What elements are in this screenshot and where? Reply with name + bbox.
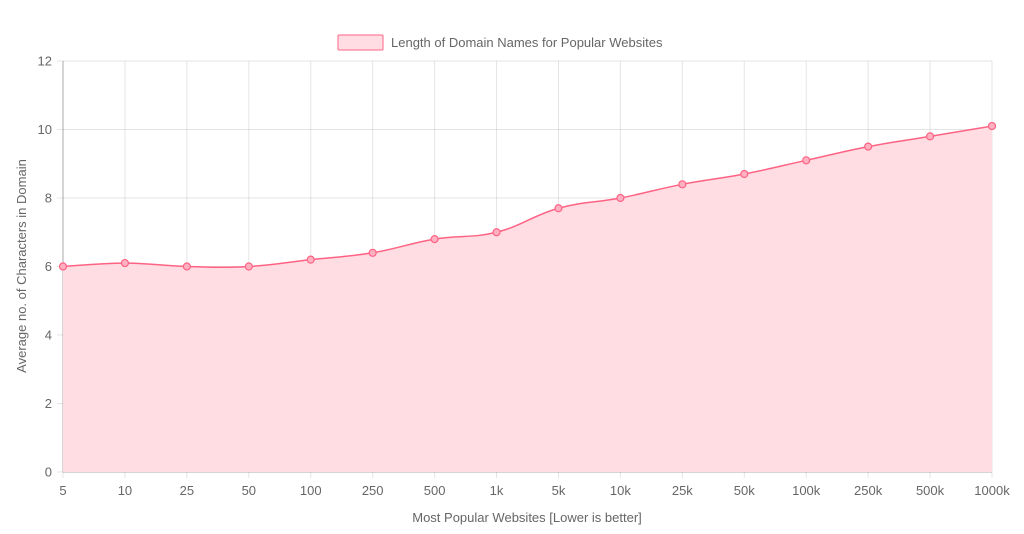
- x-tick-label: 1000k: [974, 483, 1010, 498]
- series-line: [62, 125, 993, 269]
- data-point[interactable]: [430, 235, 439, 244]
- x-tick-label: 250k: [854, 483, 883, 498]
- data-point[interactable]: [802, 156, 811, 165]
- legend-swatch: [337, 34, 384, 51]
- series-area-fill: [63, 126, 992, 472]
- x-tick-label: 10: [118, 483, 132, 498]
- y-axis-title: Average no. of Characters in Domain: [14, 159, 29, 373]
- y-tick-label: 4: [45, 328, 52, 343]
- data-point[interactable]: [987, 121, 997, 131]
- data-point[interactable]: [740, 169, 749, 179]
- x-tick-label: 1k: [490, 483, 504, 498]
- data-point[interactable]: [182, 262, 191, 271]
- data-point[interactable]: [616, 193, 625, 203]
- y-tick-label: 12: [38, 54, 52, 69]
- y-tick-label: 8: [45, 191, 52, 206]
- x-tick-label: 10k: [610, 483, 631, 498]
- legend-label: Length of Domain Names for Popular Websi…: [391, 35, 663, 50]
- data-point[interactable]: [554, 204, 563, 213]
- data-series: [62, 125, 993, 472]
- y-tick-label: 6: [45, 259, 52, 274]
- x-tick-label: 5: [59, 483, 66, 498]
- data-point[interactable]: [492, 228, 501, 237]
- data-point[interactable]: [368, 248, 377, 257]
- x-tick-label: 250: [362, 483, 384, 498]
- x-tick-label: 500k: [916, 483, 945, 498]
- data-point[interactable]: [678, 180, 687, 189]
- y-tick-label: 0: [45, 465, 52, 480]
- x-tick-label: 25: [180, 483, 194, 498]
- data-point[interactable]: [306, 255, 315, 264]
- x-tick-label: 500: [424, 483, 446, 498]
- x-axis-title: Most Popular Websites [Lower is better]: [412, 510, 642, 525]
- data-point[interactable]: [864, 142, 873, 151]
- x-tick-label: 100: [300, 483, 322, 498]
- tick-labels: 0 2 4 6 8 10 12 5 10 25 50 100 250 500 1k 5k 10k 25k 50k 10…: [38, 54, 1011, 499]
- x-tick-label: 50: [242, 483, 256, 498]
- y-tick-label: 2: [45, 396, 52, 411]
- data-point[interactable]: [120, 258, 130, 268]
- y-tick-label: 10: [38, 122, 52, 137]
- data-point[interactable]: [58, 262, 68, 271]
- data-point[interactable]: [244, 262, 253, 271]
- x-tick-label: 25k: [672, 483, 693, 498]
- data-point[interactable]: [925, 132, 935, 141]
- data-points: [58, 121, 997, 271]
- x-tick-label: 50k: [734, 483, 755, 498]
- x-tick-label: 5k: [552, 483, 566, 498]
- x-tick-label: 100k: [792, 483, 821, 498]
- legend[interactable]: Length of Domain Names for Popular Websi…: [337, 34, 663, 51]
